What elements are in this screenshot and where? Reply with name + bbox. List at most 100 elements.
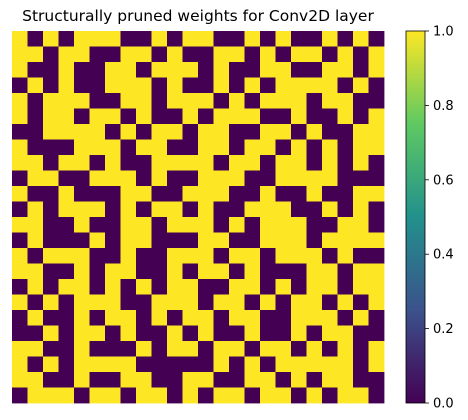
heatmap-cell <box>136 62 152 78</box>
heatmap-cell <box>322 248 338 264</box>
heatmap-cell <box>368 248 385 264</box>
heatmap-cell <box>198 217 214 233</box>
heatmap-cell <box>43 341 59 357</box>
heatmap-cell <box>27 93 44 109</box>
heatmap-cell <box>244 325 261 342</box>
heatmap-cell <box>275 170 292 187</box>
heatmap-cell <box>244 170 261 187</box>
heatmap-cell <box>337 294 354 311</box>
heatmap-cell <box>306 294 323 311</box>
heatmap-cell <box>182 263 199 280</box>
heatmap-cell <box>167 232 183 249</box>
heatmap-cell <box>275 124 292 140</box>
heatmap-cell <box>58 124 75 140</box>
heatmap-cell <box>89 93 106 109</box>
heatmap-cell <box>198 62 214 78</box>
heatmap-cell <box>105 232 121 249</box>
heatmap-cell <box>136 201 152 218</box>
colorbar-tick-label: 0.0 <box>433 397 454 412</box>
heatmap-cell <box>275 263 292 280</box>
heatmap-cell <box>322 124 338 140</box>
heatmap-cell <box>244 263 261 280</box>
heatmap-cell <box>167 62 183 78</box>
heatmap-cell <box>198 372 214 388</box>
heatmap-cell <box>58 310 75 326</box>
heatmap-cell <box>136 108 152 125</box>
heatmap-cell <box>43 310 59 326</box>
heatmap-cell <box>244 93 261 109</box>
heatmap-cell <box>182 77 199 94</box>
heatmap-cell <box>136 31 152 47</box>
heatmap-cell <box>167 341 183 357</box>
heatmap-cell <box>213 124 230 140</box>
heatmap-cell <box>337 139 354 156</box>
heatmap-cell <box>306 279 323 295</box>
heatmap-cell <box>260 186 276 202</box>
heatmap-cell <box>43 62 59 78</box>
heatmap-cell <box>182 310 199 326</box>
heatmap-cell <box>151 31 168 47</box>
colorbar: 0.0 0.2 0.4 0.6 0.8 1.0 <box>405 25 454 412</box>
heatmap-cell <box>322 31 338 47</box>
heatmap-cell <box>322 232 338 249</box>
heatmap-cell <box>27 232 44 249</box>
heatmap-cell <box>291 108 307 125</box>
heatmap-cell <box>368 341 385 357</box>
heatmap-cell <box>306 310 323 326</box>
heatmap-cell <box>353 62 369 78</box>
heatmap-cell <box>244 46 261 63</box>
heatmap-cell <box>291 186 307 202</box>
heatmap-cell <box>306 387 323 404</box>
heatmap-cell <box>229 62 245 78</box>
heatmap-cell <box>337 341 354 357</box>
heatmap-cell <box>43 325 59 342</box>
heatmap-cell <box>167 387 183 404</box>
heatmap-cell <box>291 77 307 94</box>
chart-title: Structurally pruned weights for Conv2D l… <box>22 7 374 25</box>
heatmap-cell <box>151 155 168 171</box>
heatmap-cell <box>89 31 106 47</box>
heatmap-cell <box>182 325 199 342</box>
heatmap-cell <box>12 93 28 109</box>
heatmap-cell <box>58 248 75 264</box>
heatmap-cell <box>105 155 121 171</box>
heatmap-cell <box>244 341 261 357</box>
heatmap-cell <box>74 93 90 109</box>
heatmap-cells <box>12 31 385 404</box>
heatmap-cell <box>291 124 307 140</box>
heatmap-cell <box>43 124 59 140</box>
heatmap-cell <box>229 279 245 295</box>
heatmap-cell <box>353 201 369 218</box>
heatmap-cell <box>353 387 369 404</box>
heatmap-cell <box>27 124 44 140</box>
heatmap-cell <box>74 387 90 404</box>
heatmap-cell <box>260 124 276 140</box>
heatmap-cell <box>12 46 28 63</box>
heatmap-cell <box>229 217 245 233</box>
heatmap-cell <box>337 263 354 280</box>
heatmap-cell <box>213 186 230 202</box>
heatmap-cell <box>27 387 44 404</box>
heatmap-cell <box>322 201 338 218</box>
heatmap-cell <box>74 124 90 140</box>
heatmap-cell <box>12 155 28 171</box>
heatmap-cell <box>27 108 44 125</box>
heatmap-cell <box>368 186 385 202</box>
heatmap-cell <box>322 155 338 171</box>
heatmap-cell <box>213 341 230 357</box>
heatmap-cell <box>151 46 168 63</box>
heatmap-cell <box>244 124 261 140</box>
heatmap-cell <box>229 294 245 311</box>
heatmap-cell <box>167 46 183 63</box>
heatmap-cell <box>182 46 199 63</box>
heatmap-cell <box>167 31 183 47</box>
heatmap-cell <box>167 217 183 233</box>
colorbar-gradient <box>405 30 426 404</box>
heatmap-cell <box>337 387 354 404</box>
heatmap-cell <box>291 31 307 47</box>
heatmap-cell <box>229 93 245 109</box>
heatmap-cell <box>27 186 44 202</box>
heatmap-cell <box>198 325 214 342</box>
heatmap-cell <box>58 263 75 280</box>
heatmap-cell <box>229 387 245 404</box>
